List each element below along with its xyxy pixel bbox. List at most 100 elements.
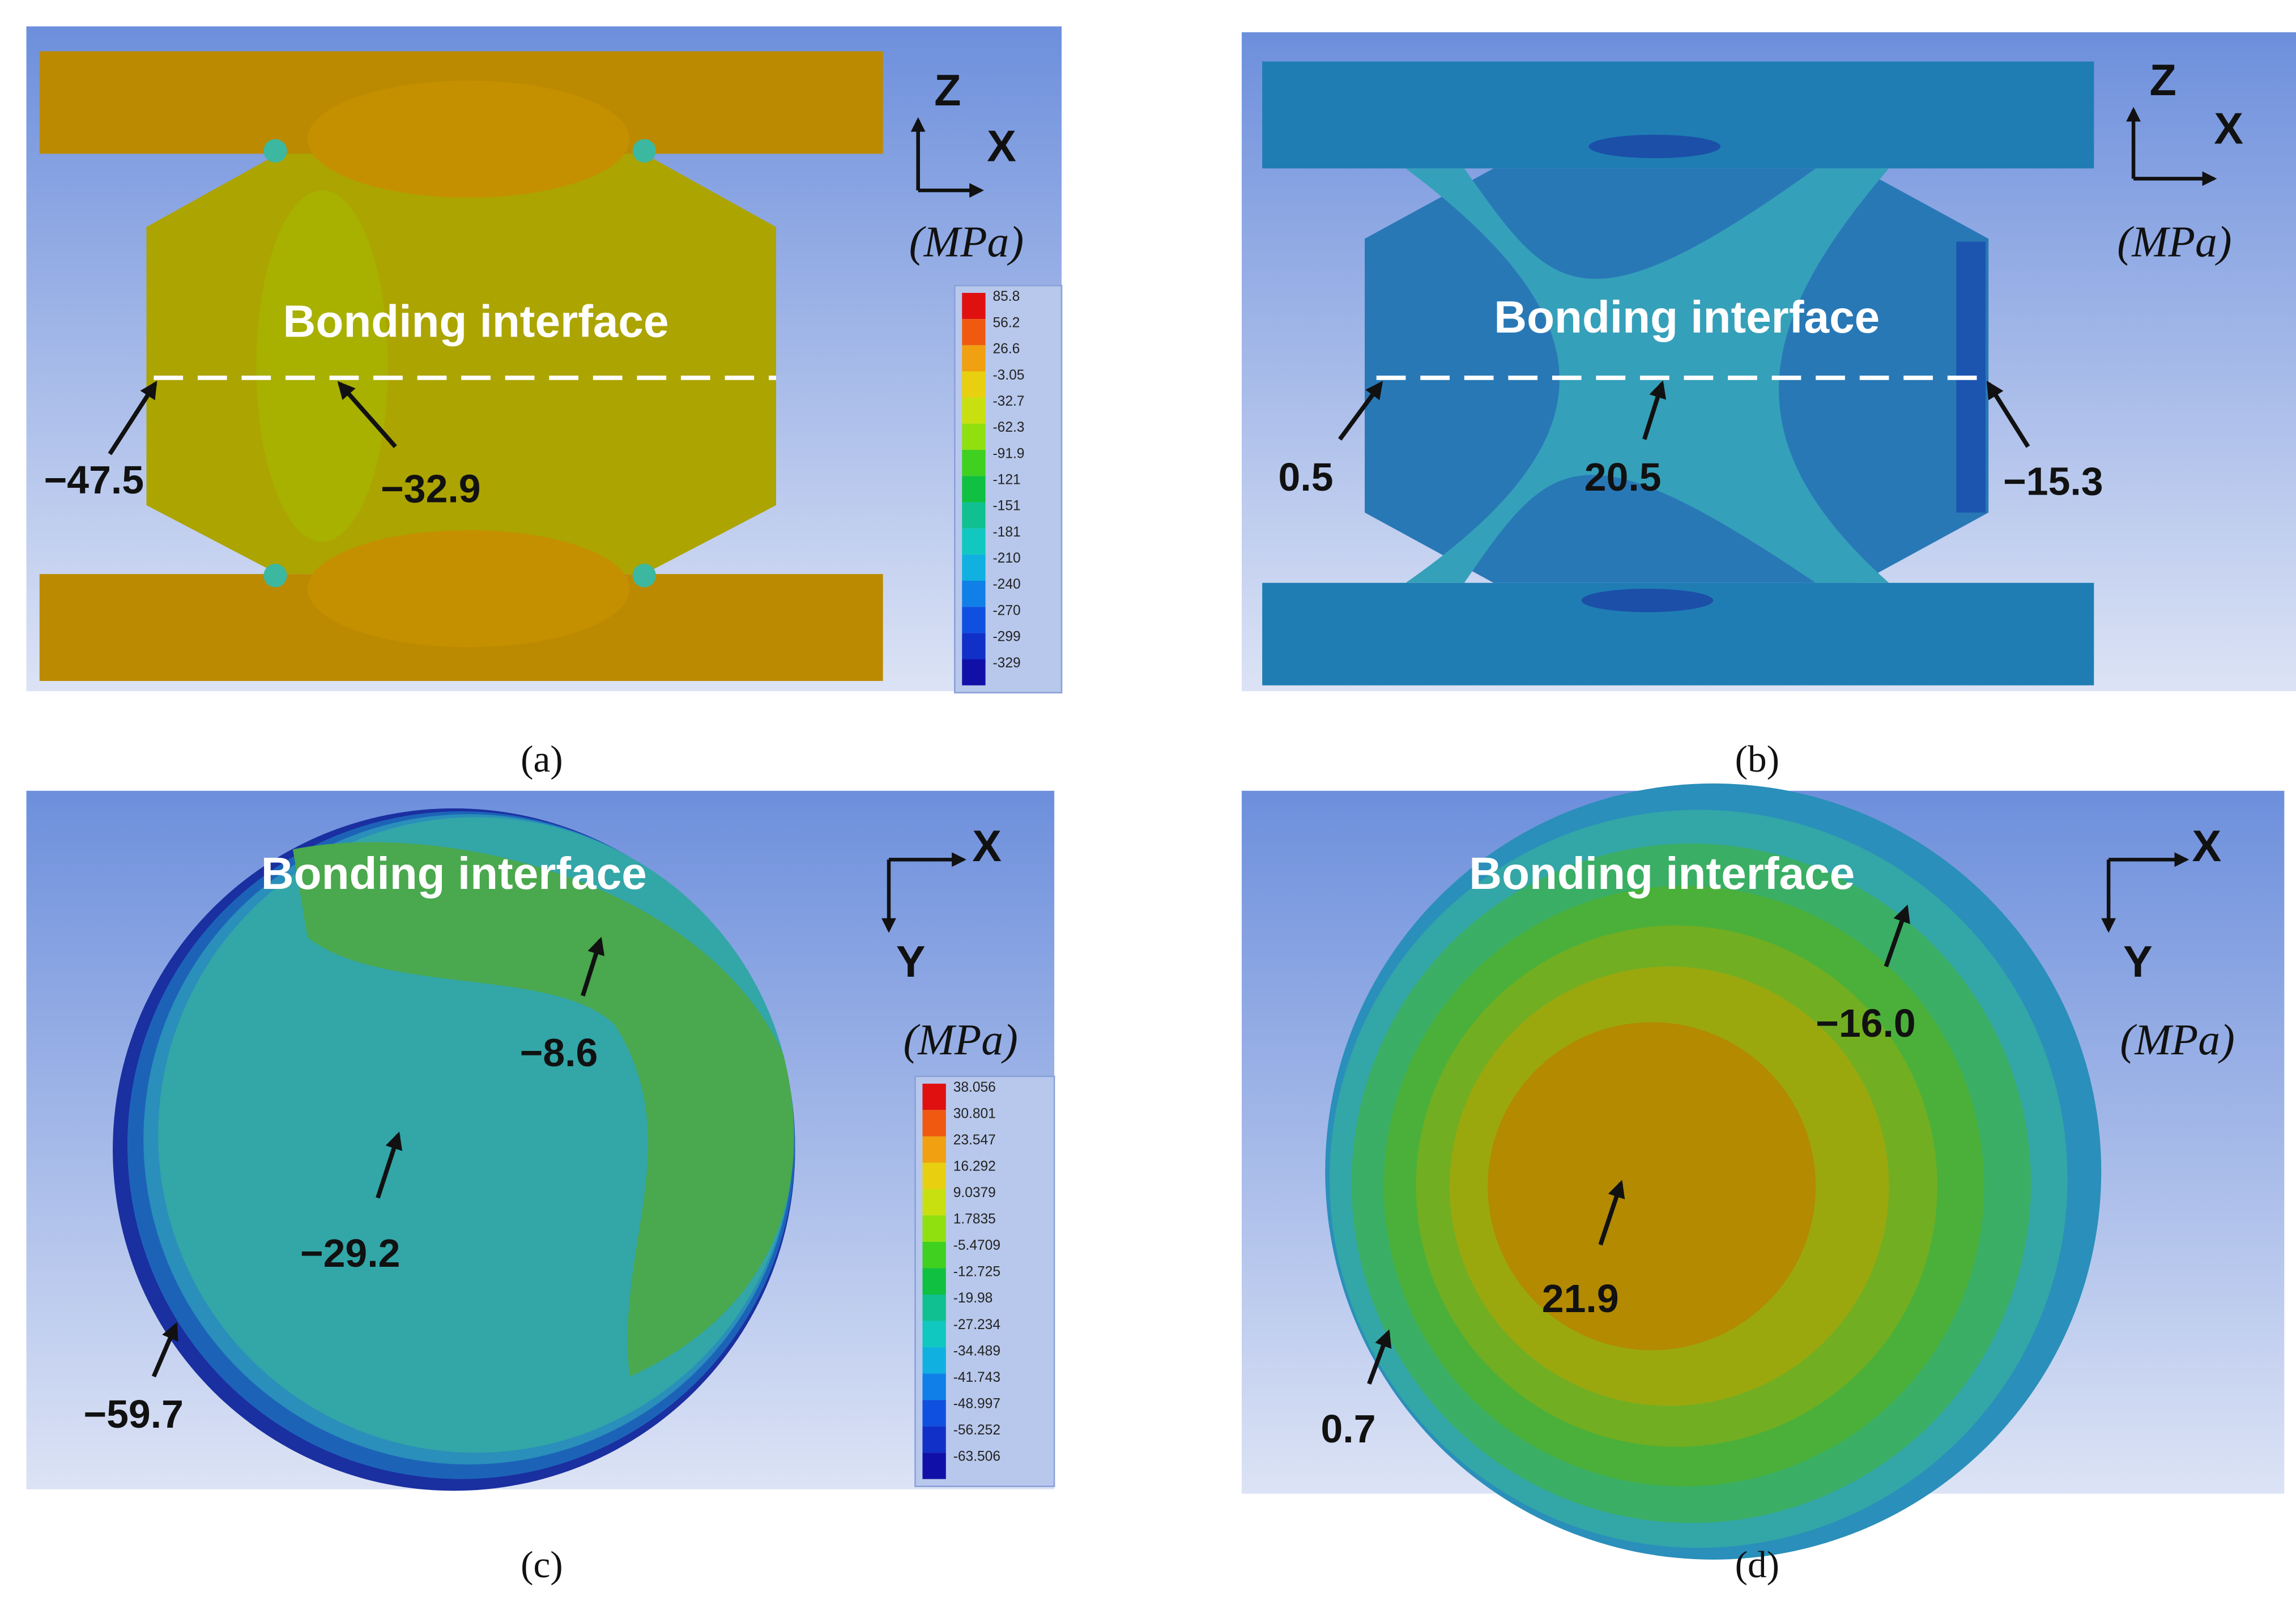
legend-label: 85.8 xyxy=(993,289,1020,304)
body xyxy=(146,154,776,574)
legend-swatch xyxy=(922,1321,946,1348)
legend-swatch xyxy=(962,476,986,503)
legend-label: -5.4709 xyxy=(953,1238,1000,1253)
legend-label: 16.292 xyxy=(953,1159,996,1174)
legend-label: -48.997 xyxy=(953,1396,1000,1411)
legend-swatch xyxy=(962,528,986,555)
legend-label: -329 xyxy=(993,655,1021,671)
arrow xyxy=(1598,1180,1625,1246)
panel-b: Bonding interface 0.5 20.5 −15.3 Z X (MP… xyxy=(1241,32,2296,780)
annotation: −29.2 xyxy=(300,1231,401,1275)
arrow xyxy=(581,936,605,997)
annotation: −16.0 xyxy=(1816,1001,1916,1045)
axis-label: X xyxy=(987,122,1016,171)
arrow xyxy=(376,1131,403,1199)
panel-label: (b) xyxy=(1735,738,1779,780)
legend-swatch xyxy=(922,1373,946,1400)
panel-d: Bonding interface −16.0 21.9 0.7 X Y (MP… xyxy=(1241,783,2285,1586)
arrow xyxy=(1642,380,1667,440)
legend-label: 26.6 xyxy=(993,342,1020,357)
axis-label: Y xyxy=(2123,938,2153,986)
legend-swatch xyxy=(962,607,986,633)
legend-swatch xyxy=(922,1347,946,1374)
legend-label: -91.9 xyxy=(993,446,1025,461)
legend-label: -12.725 xyxy=(953,1265,1000,1280)
legend-swatch xyxy=(962,345,986,372)
unit-label: (MPa) xyxy=(903,1015,1017,1064)
contour xyxy=(1588,134,1721,159)
legend-label: 1.7835 xyxy=(953,1212,996,1227)
legend-label: 30.801 xyxy=(953,1106,996,1122)
annotation: −47.5 xyxy=(44,458,144,502)
contour xyxy=(263,564,287,587)
legend-swatch xyxy=(962,659,986,686)
annotation: −15.3 xyxy=(2003,459,2103,504)
interface-label: Bonding interface xyxy=(261,848,647,899)
unit-label: (MPa) xyxy=(2120,1015,2234,1064)
legend-swatch xyxy=(922,1241,946,1268)
contour xyxy=(632,139,656,163)
legend-label: -151 xyxy=(993,499,1021,514)
legend-label: -32.7 xyxy=(993,394,1025,409)
legend-label: 56.2 xyxy=(993,315,1020,330)
contour xyxy=(263,139,287,163)
legend-swatch xyxy=(922,1083,946,1110)
legend-label: -181 xyxy=(993,525,1021,540)
arrow xyxy=(1986,380,2030,448)
legend-swatch xyxy=(962,502,986,529)
legend-swatch xyxy=(962,580,986,607)
legend: 38.056 30.801 23.547 16.292 9.0379 1.7835 -5.4… xyxy=(914,1075,1055,1487)
arrow xyxy=(108,381,157,455)
contour xyxy=(292,842,794,1377)
legend-label: -270 xyxy=(993,603,1021,618)
legend-label: 23.547 xyxy=(953,1133,996,1148)
legend-label: 38.056 xyxy=(953,1080,996,1095)
legend-swatch xyxy=(962,554,986,581)
legend-label: -34.489 xyxy=(953,1343,1000,1359)
unit-label: (MPa) xyxy=(909,217,1024,266)
legend-label: -19.98 xyxy=(953,1291,993,1306)
legend-label: -63.506 xyxy=(953,1449,1000,1464)
legend-label: -121 xyxy=(993,472,1021,487)
legend-swatch xyxy=(922,1400,946,1427)
legend-label: -3.05 xyxy=(993,368,1025,383)
legend-swatch xyxy=(962,633,986,659)
arrow xyxy=(1337,381,1383,441)
legend-swatch xyxy=(962,450,986,476)
legend-swatch xyxy=(962,371,986,398)
arrow xyxy=(1884,904,1910,968)
legend-label: -56.252 xyxy=(953,1423,1000,1438)
interface-label: Bonding interface xyxy=(1494,291,1880,342)
legend-swatch xyxy=(922,1189,946,1216)
contour xyxy=(307,80,630,198)
panel-label: (d) xyxy=(1735,1543,1779,1586)
legend-label: -299 xyxy=(993,629,1021,645)
annotation: 21.9 xyxy=(1542,1276,1619,1321)
legend-swatch xyxy=(922,1136,946,1163)
legend-swatch xyxy=(962,319,986,346)
axis-label: Y xyxy=(896,938,926,986)
annotation: −32.9 xyxy=(381,467,481,511)
legend-swatch xyxy=(922,1215,946,1242)
legend-swatch xyxy=(962,397,986,424)
interface-label: Bonding interface xyxy=(283,296,669,347)
legend-swatch xyxy=(922,1268,946,1295)
panel-c: Bonding interface −8.6 −29.2 −59.7 X Y (… xyxy=(26,790,1055,1586)
contour xyxy=(632,564,656,587)
annotation: 0.5 xyxy=(1279,455,1334,499)
unit-label: (MPa) xyxy=(2117,217,2231,266)
legend-swatch xyxy=(962,423,986,450)
legend-swatch xyxy=(922,1110,946,1136)
panel-a: Bonding interface −47.5 −32.9 Z X (MPa) … xyxy=(26,26,1063,780)
axis-label: Z xyxy=(2150,56,2176,105)
contour xyxy=(1405,168,1889,583)
contour xyxy=(1488,1022,1816,1351)
arrow xyxy=(1367,1329,1392,1385)
legend-label: -41.743 xyxy=(953,1370,1000,1385)
legend-label: -62.3 xyxy=(993,420,1025,435)
legend-label: -27.234 xyxy=(953,1317,1000,1332)
arrow xyxy=(151,1322,178,1378)
axis-label: X xyxy=(2214,104,2243,153)
legend-swatch xyxy=(962,292,986,320)
panel-label: (a) xyxy=(521,738,563,780)
